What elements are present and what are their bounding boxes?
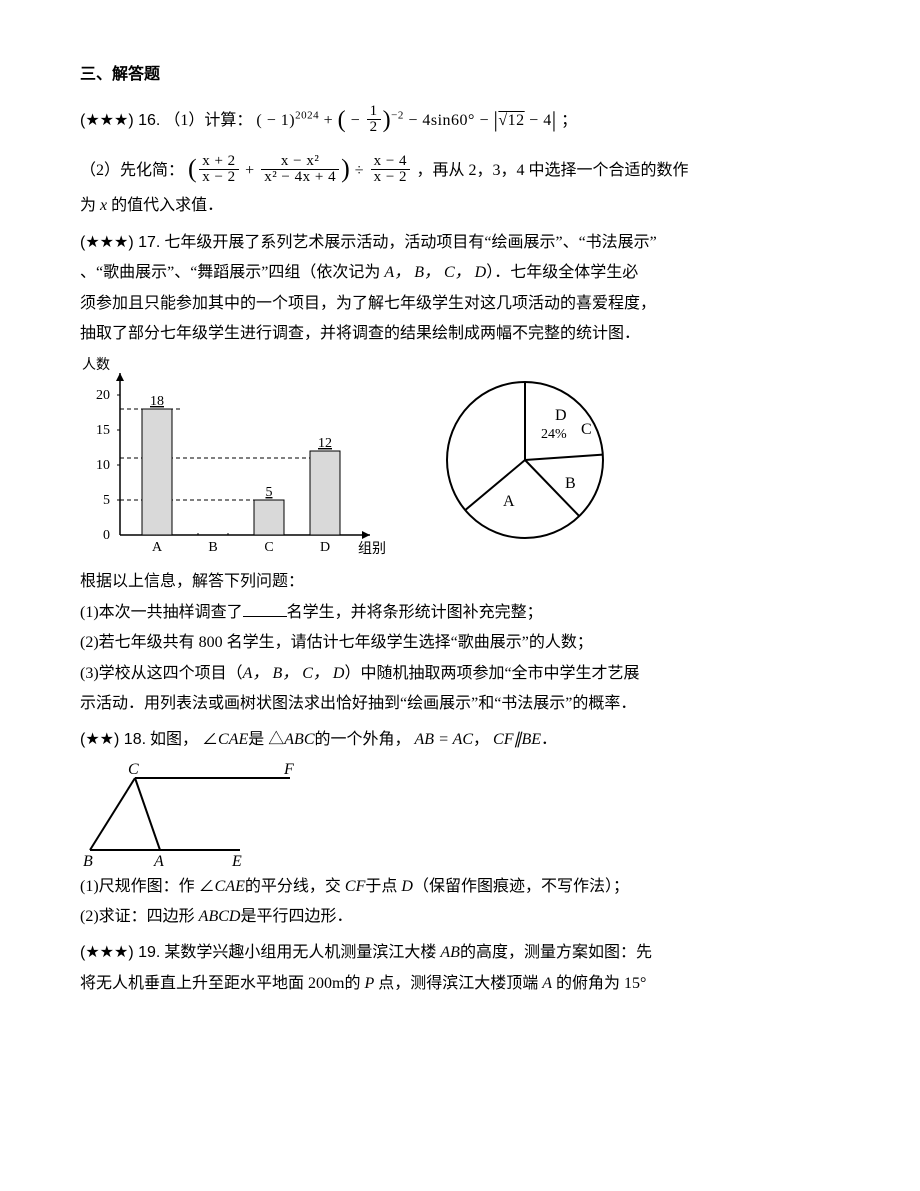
q17-l3: 须参加且只能参加其中的一个项目，为了解七年级学生对这几项活动的喜爱程度， [80,289,840,319]
q17-sub2: (2)若七年级共有 800 名学生，请估计七年级学生选择“歌曲展示”的人数； [80,628,840,658]
svg-text:18: 18 [150,394,164,409]
question-17: (★★★) 17. 七年级开展了系列艺术展示活动，活动项目有“绘画展示”、“书法… [80,228,840,258]
q17-l4: 抽取了部分七年级学生进行调查，并将调查的结果绘制成两幅不完整的统计图． [80,319,840,349]
bar-yticks: 0 5 10 15 20 [96,388,120,543]
q16-part2-line2: 为 x 的值代入求值． [80,191,840,221]
q16-part2: （2）先化简： (x + 2x − 2 + x − x²x² − 4x + 4)… [80,142,840,191]
svg-text:E: E [231,853,242,870]
question-16: (★★★) 16. （1）计算： ( − 1)2024 + ( − 12)−2 … [80,96,840,142]
svg-text:5: 5 [103,493,110,508]
svg-text:C: C [264,540,273,555]
svg-text:C: C [128,761,139,778]
svg-text:0: 0 [103,528,110,543]
bar-D: 12 D [310,436,340,555]
bar-A: 18 A [142,394,172,555]
bar-ylabel: 人数 [82,357,110,373]
q17-after: 根据以上信息，解答下列问题： [80,567,840,597]
q17-sub1: (1)本次一共抽样调查了名学生，并将条形统计图补充完整； [80,598,840,628]
q18-sub2: (2)求证：四边形 ABCD是平行四边形． [80,902,840,932]
q19-l2: 将无人机垂直上升至距水平地面 200m的 P 点，测得滨江大楼顶端 A 的俯角为… [80,969,840,999]
q19-stars: (★★★) 19. [80,944,160,961]
svg-text:A: A [152,540,163,555]
q17-sub3a: (3)学校从这四个项目（A， B， C， D）中随机抽取两项参加“全市中学生才艺… [80,659,840,689]
q16-part1-label: （1）计算： [164,112,252,129]
svg-text:D: D [555,407,567,424]
svg-text:12: 12 [318,436,332,451]
bar-C: 5 C [254,485,284,555]
svg-text:B: B [565,475,576,492]
q18-sub1: (1)尺规作图：作 ∠CAE的平分线，交 CF于点 D（保留作图痕迹，不写作法）… [80,872,840,902]
q18-stars: (★★) 18. [80,731,146,748]
bar-chart: 人数 0 5 10 15 20 18 A B 5 C [80,355,390,565]
bar-B: B [198,533,228,555]
svg-text:D: D [320,540,330,555]
svg-text:B: B [83,853,93,870]
svg-text:5: 5 [266,485,273,500]
svg-text:B: B [208,540,217,555]
q16-formula-2: (x + 2x − 2 + x − x²x² − 4x + 4) ÷ x − 4… [188,162,417,179]
svg-text:A: A [503,493,515,510]
q16-stars: (★★★) 16. [80,112,160,129]
q17-l2: 、“歌曲展示”、“舞蹈展示”四组（依次记为 A， B， C， D）．七年级全体学… [80,258,840,288]
svg-text:24%: 24% [541,427,567,442]
svg-text:F: F [283,761,294,778]
pie-chart: D 24% C B A [430,365,620,555]
q17-sub3b: 示活动．用列表法或画树状图法求出恰好抽到“绘画展示”和“书法展示”的概率． [80,689,840,719]
section-title: 三、解答题 [80,60,840,90]
bar-xlabel: 组别 [358,541,386,557]
question-19: (★★★) 19. 某数学兴趣小组用无人机测量滨江大楼 AB的高度，测量方案如图… [80,938,840,968]
svg-text:20: 20 [96,388,110,403]
svg-text:15: 15 [96,423,110,438]
q17-charts: 人数 0 5 10 15 20 18 A B 5 C [80,355,840,565]
q16-formula-1: ( − 1)2024 + ( − 12)−2 − 4sin60° − |√12 … [256,112,561,129]
blank-field[interactable] [243,616,287,617]
svg-text:10: 10 [96,458,110,473]
svg-text:A: A [153,853,164,870]
svg-text:C: C [581,421,592,438]
q17-stars: (★★★) 17. [80,234,160,251]
q18-figure: B A E C F [80,760,310,870]
question-18: (★★) 18. 如图， ∠CAE是 △ABC的一个外角， AB = AC， C… [80,725,840,755]
